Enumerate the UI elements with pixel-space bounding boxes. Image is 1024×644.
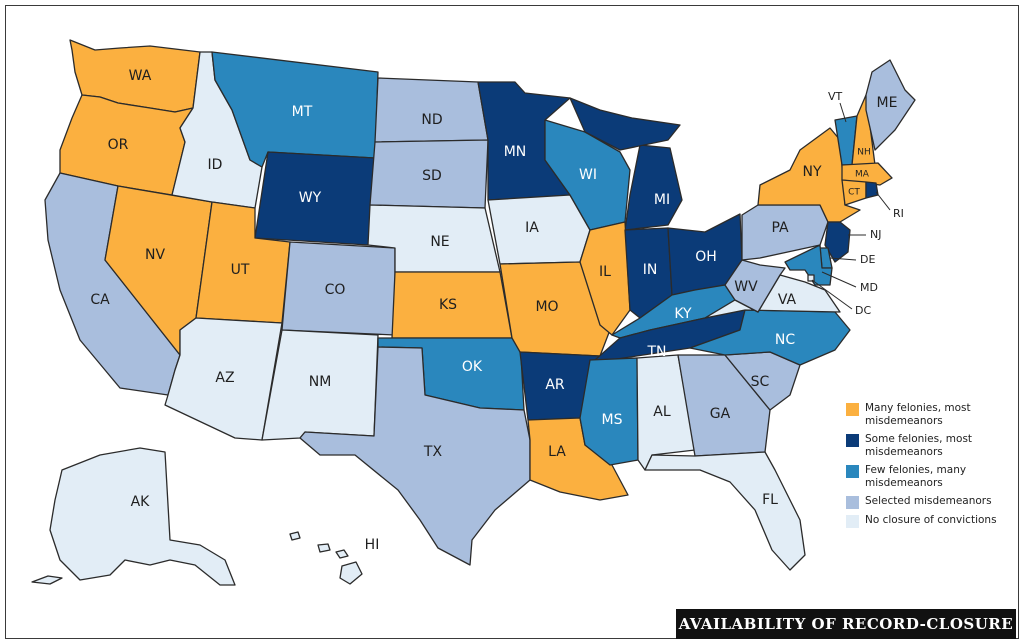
map-title: AVAILABILITY OF RECORD-CLOSURE xyxy=(676,609,1016,639)
state-label-in: IN xyxy=(643,262,658,278)
state-label-tn: TN xyxy=(646,344,666,360)
legend-item-selected: Selected misdemeanors xyxy=(846,495,1016,509)
state-label-al: AL xyxy=(653,404,671,420)
state-label-nj: NJ xyxy=(870,228,881,241)
state-label-fl: FL xyxy=(762,492,778,508)
state-label-ne: NE xyxy=(430,234,449,250)
state-label-mn: MN xyxy=(504,144,527,160)
state-label-mo: MO xyxy=(535,299,558,315)
legend-item-some: Some felonies, most misdemeanors xyxy=(846,433,1016,459)
state-ga xyxy=(677,354,771,457)
state-label-ut: UT xyxy=(231,262,250,278)
state-label-ia: IA xyxy=(525,220,539,236)
legend-swatch xyxy=(846,434,859,447)
state-label-or: OR xyxy=(108,137,129,153)
state-label-tx: TX xyxy=(423,444,443,460)
state-label-oh: OH xyxy=(695,249,717,265)
legend-label: Few felonies, many misdemeanors xyxy=(865,464,967,489)
state-label-wa: WA xyxy=(129,68,152,84)
legend-swatch xyxy=(846,496,859,509)
state-label-ms: MS xyxy=(602,412,623,428)
legend-item-none: No closure of convictions xyxy=(846,514,1016,528)
state-label-ky: KY xyxy=(674,306,692,322)
label-leader-lines xyxy=(811,102,891,310)
legend-swatch xyxy=(846,465,859,478)
legend-swatch xyxy=(846,403,859,416)
state-md xyxy=(784,244,833,286)
map-legend: Many felonies, most misdemeanors Some fel… xyxy=(846,402,1016,533)
state-mi-upper xyxy=(569,97,681,151)
state-label-vt: VT xyxy=(828,90,843,103)
state-label-ct: CT xyxy=(848,188,860,198)
state-label-ri: RI xyxy=(893,207,904,220)
state-label-ga: GA xyxy=(710,406,731,422)
state-label-dc: DC xyxy=(855,304,871,317)
state-label-wi: WI xyxy=(579,167,597,183)
state-dc xyxy=(807,274,815,282)
state-label-wy: WY xyxy=(299,190,322,206)
state-label-me: ME xyxy=(877,95,898,111)
legend-swatch xyxy=(846,515,859,528)
state-label-mi: MI xyxy=(654,192,670,208)
state-wv xyxy=(724,259,786,313)
state-label-va: VA xyxy=(778,292,797,308)
state-label-md: MD xyxy=(860,281,878,294)
state-label-ok: OK xyxy=(462,359,483,375)
state-nj xyxy=(824,221,851,263)
state-label-ma: MA xyxy=(855,170,870,180)
state-ak xyxy=(49,447,236,586)
state-ri xyxy=(865,181,879,199)
state-label-sd: SD xyxy=(422,168,442,184)
legend-label: No closure of convictions xyxy=(865,514,997,526)
state-label-ar: AR xyxy=(545,377,565,393)
state-ak-aleutians xyxy=(31,575,63,585)
state-label-nc: NC xyxy=(775,332,795,348)
state-ma xyxy=(841,162,893,186)
state-label-la: LA xyxy=(548,444,566,460)
legend-label: Some felonies, most misdemeanors xyxy=(865,433,973,458)
state-label-pa: PA xyxy=(771,220,789,236)
state-mi xyxy=(624,144,683,231)
state-me xyxy=(865,59,916,151)
state-label-ca: CA xyxy=(90,292,110,308)
state-label-mt: MT xyxy=(292,104,313,120)
state-label-id: ID xyxy=(208,157,223,173)
state-label-nh: NH xyxy=(857,148,871,158)
state-label-nd: ND xyxy=(421,112,442,128)
state-label-il: IL xyxy=(599,264,611,280)
state-label-ny: NY xyxy=(802,164,821,180)
state-tx xyxy=(299,346,531,566)
state-label-de: DE xyxy=(860,253,875,266)
legend-item-few: Few felonies, many misdemeanors xyxy=(846,464,1016,490)
legend-item-many: Many felonies, most misdemeanors xyxy=(846,402,1016,428)
state-label-ak: AK xyxy=(131,494,151,510)
state-label-nv: NV xyxy=(145,247,165,263)
legend-label: Many felonies, most misdemeanors xyxy=(865,402,971,427)
state-hi xyxy=(289,531,363,585)
state-label-wv: WV xyxy=(734,279,758,295)
legend-label: Selected misdemeanors xyxy=(865,495,992,507)
state-label-co: CO xyxy=(325,282,346,298)
state-fl xyxy=(644,451,806,571)
state-label-az: AZ xyxy=(215,370,234,386)
state-label-hi: HI xyxy=(365,537,380,553)
state-label-ks: KS xyxy=(439,297,457,313)
state-label-sc: SC xyxy=(751,374,770,390)
state-label-nm: NM xyxy=(309,374,332,390)
state-ia xyxy=(487,194,591,265)
state-nd xyxy=(374,77,489,143)
